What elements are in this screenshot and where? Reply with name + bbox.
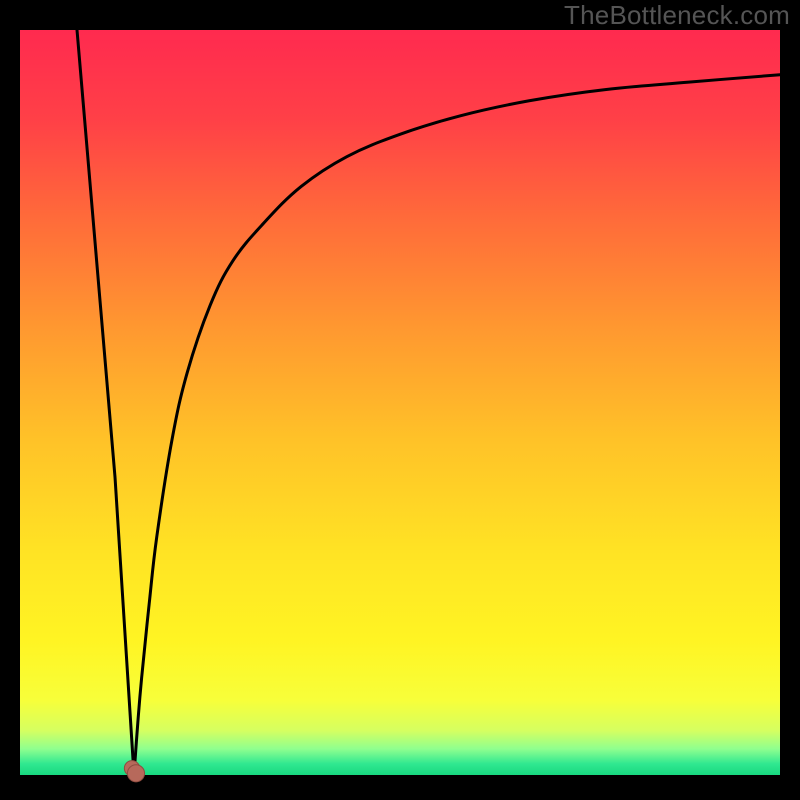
chart-stage: TheBottleneck.com: [0, 0, 800, 800]
bottleneck-chart-svg: [0, 0, 800, 800]
gradient-background: [20, 30, 780, 775]
watermark-text: TheBottleneck.com: [564, 0, 790, 31]
